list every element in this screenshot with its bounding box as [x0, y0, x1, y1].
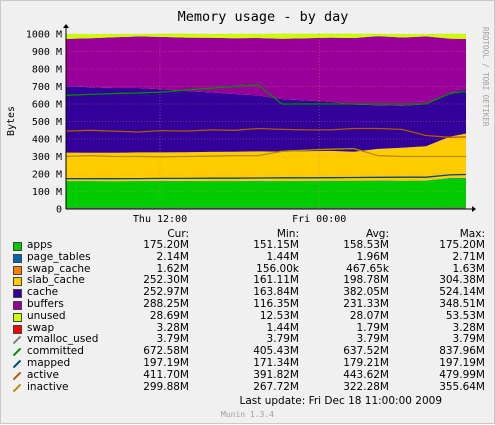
- legend-cur-value: 28.69M: [109, 311, 189, 323]
- legend-line-swatch: [13, 360, 21, 368]
- chart-title: Memory usage - by day: [178, 9, 349, 25]
- legend-avg-value: 231.33M: [309, 299, 389, 311]
- legend-avg-value: 322.28M: [309, 382, 389, 394]
- legend-series-name: mapped: [27, 358, 70, 370]
- legend-avg-value: 28.07M: [309, 311, 389, 323]
- plot-area: 0 100 M 200 M 300 M 400 M 500 M 600 M 700 M 800 …: [26, 24, 476, 225]
- legend-cur-value: 411.70M: [109, 370, 189, 382]
- legend-max-value: 53.53M: [405, 311, 485, 323]
- legend-series-name: inactive: [27, 382, 69, 394]
- legend-line-swatch: [13, 348, 21, 356]
- legend-color-swatch: [13, 254, 22, 263]
- legend-cur-value: 197.19M: [109, 358, 189, 370]
- legend-series-name: buffers: [27, 299, 64, 311]
- last-update: Last update: Fri Dec 18 11:00:00 2009: [1, 395, 442, 407]
- legend-line-swatch: [13, 383, 21, 391]
- legend-max-value: 479.99M: [405, 370, 485, 382]
- legend-series-name: unused: [27, 311, 66, 323]
- legend-line-swatch: [13, 336, 21, 344]
- y-tick-label: 500 M: [32, 117, 62, 128]
- legend-min-value: 267.72M: [219, 382, 299, 394]
- y-axis-arrow: [63, 24, 69, 28]
- legend-color-swatch: [13, 266, 22, 275]
- legend-cur-value: 288.25M: [109, 299, 189, 311]
- legend-row-inactive: inactive 299.88M 267.72M 322.28M 355.64M: [9, 382, 487, 394]
- legend-color-swatch: [13, 325, 22, 334]
- legend-max-value: 348.51M: [405, 299, 485, 311]
- legend-series-name: page_tables: [27, 252, 91, 264]
- legend-color-swatch: [13, 289, 22, 298]
- legend-min-value: 12.53M: [219, 311, 299, 323]
- legend-row-mapped: mapped 197.19M 171.34M 179.21M 197.19M: [9, 358, 487, 370]
- legend-max-value: 197.19M: [405, 358, 485, 370]
- y-tick-label: 300 M: [32, 152, 62, 163]
- y-tick-label: 700 M: [32, 82, 62, 93]
- y-tick-label: 600 M: [32, 100, 62, 111]
- y-tick-label: 800 M: [32, 65, 62, 76]
- legend-min-value: 1.44M: [219, 252, 299, 264]
- legend-color-swatch: [13, 277, 22, 286]
- x-tick-label: Thu 12:00: [133, 214, 187, 225]
- legend-header: Cur: Min: Avg: Max:: [9, 228, 487, 240]
- legend-cur-value: 299.88M: [109, 382, 189, 394]
- y-tick-label: 400 M: [32, 135, 62, 146]
- legend-color-swatch: [13, 242, 22, 251]
- legend-row-buffers: buffers 288.25M 116.35M 231.33M 348.51M: [9, 299, 487, 311]
- y-tick-label: 200 M: [32, 170, 62, 181]
- legend-min-value: 116.35M: [219, 299, 299, 311]
- legend-max-value: 355.64M: [405, 382, 485, 394]
- legend-color-swatch: [13, 313, 22, 322]
- x-tick-label: Fri 00:00: [292, 214, 346, 225]
- legend-cur-value: 2.14M: [109, 252, 189, 264]
- legend-series-name: active: [27, 370, 59, 382]
- area-apps: [66, 178, 466, 209]
- y-axis-label: Bytes: [6, 106, 17, 136]
- y-tick-label: 100 M: [32, 187, 62, 198]
- legend-min-value: 391.82M: [219, 370, 299, 382]
- legend-max-value: 2.71M: [405, 252, 485, 264]
- legend-avg-value: 179.21M: [309, 358, 389, 370]
- legend-avg-value: 443.62M: [309, 370, 389, 382]
- legend-avg-value: 1.96M: [309, 252, 389, 264]
- legend-row-unused: unused 28.69M 12.53M 28.07M 53.53M: [9, 311, 487, 323]
- legend-row-page-tables: page_tables 2.14M 1.44M 1.96M 2.71M: [9, 252, 487, 264]
- rrdtool-credit: RRDTOOL / TOBI OETIKER: [481, 27, 490, 127]
- y-tick-label: 900 M: [32, 47, 62, 58]
- y-tick-label: 1000 M: [26, 30, 62, 41]
- y-tick-label: 0: [56, 205, 62, 216]
- x-axis-arrow: [472, 206, 476, 212]
- legend-color-swatch: [13, 301, 22, 310]
- generator-credit: Munin 1.3.4: [1, 410, 494, 419]
- legend-row-active: active 411.70M 391.82M 443.62M 479.99M: [9, 370, 487, 382]
- legend-line-swatch: [13, 372, 21, 380]
- legend-min-value: 171.34M: [219, 358, 299, 370]
